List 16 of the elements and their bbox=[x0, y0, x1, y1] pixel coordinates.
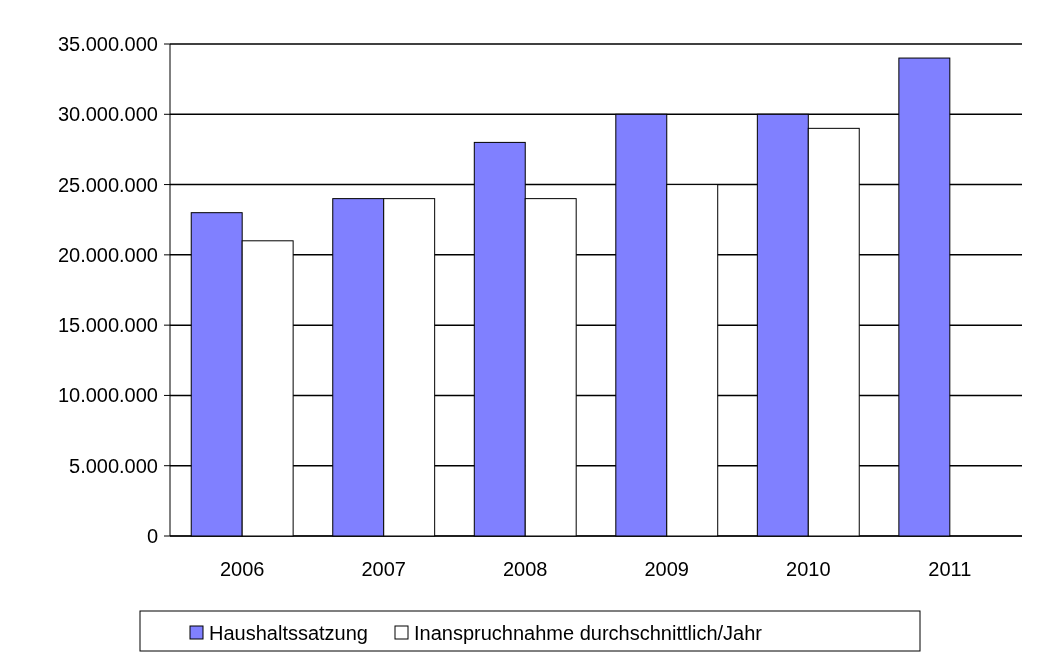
y-tick-label: 5.000.000 bbox=[69, 454, 158, 477]
y-tick-label: 20.000.000 bbox=[57, 243, 158, 266]
x-tick-label: 2007 bbox=[361, 558, 406, 580]
y-tick-label: 10.000.000 bbox=[57, 384, 158, 407]
legend-label: Inanspruchnahme durchschnittlich/Jahr bbox=[414, 622, 763, 644]
y-tick-label: 0 bbox=[146, 525, 158, 547]
x-tick-label: 2010 bbox=[786, 558, 831, 580]
x-tick-label: 2008 bbox=[502, 558, 548, 580]
x-tick-label: 2009 bbox=[644, 558, 690, 580]
y-tick-label: 15.000.000 bbox=[57, 314, 158, 337]
y-tick-label: 35.000.000 bbox=[57, 33, 158, 55]
x-tick-label: 2006 bbox=[219, 558, 265, 580]
legend-label: Haushaltssatzung bbox=[209, 622, 368, 644]
y-tick-label: 30.000.000 bbox=[57, 103, 158, 126]
x-tick-label: 2011 bbox=[928, 558, 972, 580]
y-tick-label: 25.000.000 bbox=[57, 173, 158, 196]
